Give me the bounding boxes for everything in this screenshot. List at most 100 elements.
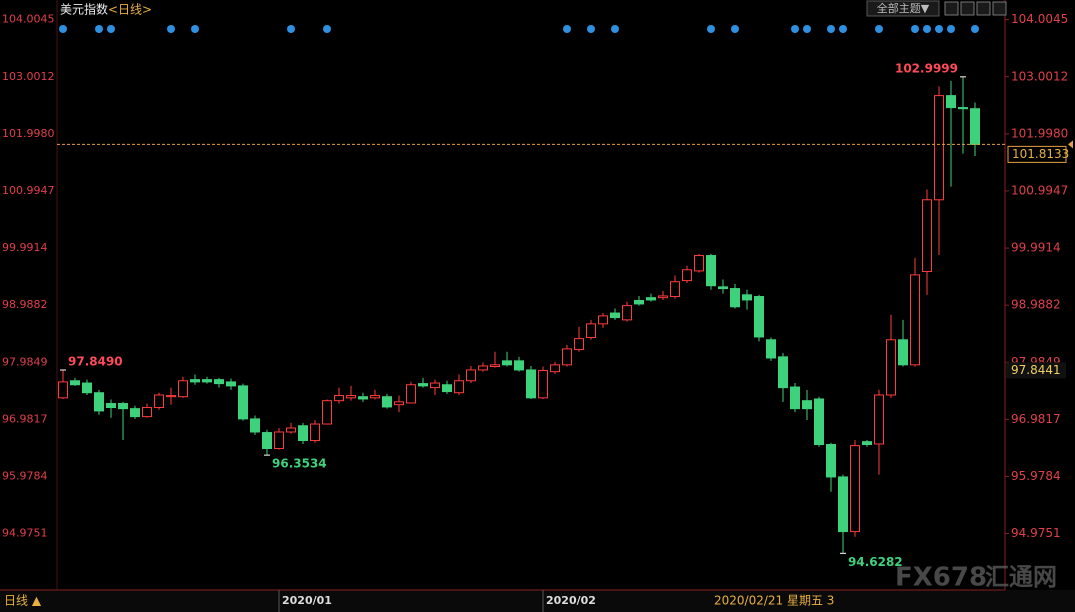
candle-body [778, 356, 788, 389]
event-dot [95, 25, 103, 33]
watermark-brand: FX678 [895, 563, 987, 593]
candle-body [658, 295, 668, 299]
y-tick-label: 104.0045 [1011, 12, 1068, 26]
candle-body [886, 339, 896, 396]
candle-body [874, 394, 884, 445]
period-button[interactable]: 日线 ▲ [4, 594, 42, 608]
candle-body [862, 441, 872, 446]
last-price-label: 101.8133 [1012, 147, 1069, 161]
candle-body [58, 381, 68, 399]
candle-body [406, 384, 416, 404]
y-tick-label: 99.9914 [1011, 241, 1061, 255]
event-dot [611, 25, 619, 33]
event-dot [707, 25, 715, 33]
y-tick-label: 100.9947 [1011, 183, 1068, 197]
candle-body [574, 338, 584, 350]
candle-body [706, 255, 716, 287]
candle-body [346, 395, 356, 399]
candle-body [106, 403, 116, 409]
theme-button-label: 全部主题▼ [877, 1, 930, 15]
candle-body [754, 296, 764, 338]
candle-body [322, 400, 332, 425]
tool-icon[interactable] [992, 1, 1007, 16]
event-dot [971, 25, 979, 33]
high-label: 102.9999 [895, 61, 958, 75]
candle-body [922, 199, 932, 272]
candle-body [490, 364, 500, 368]
candle-body [286, 427, 296, 433]
event-dot [59, 25, 67, 33]
event-dot [875, 25, 883, 33]
candle-body [598, 315, 608, 325]
candle-body [730, 288, 740, 308]
watermark-name: 汇通网 [985, 563, 1057, 591]
event-dot [731, 25, 739, 33]
cursor-price-label: 97.8441 [1011, 363, 1061, 377]
candle-body [538, 370, 548, 399]
candle-body [262, 432, 272, 449]
candle-body [382, 396, 392, 408]
candle-body [82, 382, 92, 394]
candle-body [418, 383, 428, 387]
y-tick-label: 96.9817 [1011, 412, 1061, 426]
tool-icon[interactable] [960, 1, 975, 16]
y-tick-label-left: 100.9947 [2, 184, 55, 197]
y-tick-label-left: 96.9817 [2, 412, 48, 425]
candle-body [478, 365, 488, 371]
event-dot [323, 25, 331, 33]
y-tick-label-left: 97.9849 [2, 355, 48, 368]
event-dot [935, 25, 943, 33]
y-tick-label-left: 99.9914 [2, 241, 48, 254]
y-tick-label-left: 101.9980 [2, 127, 55, 140]
event-dot [803, 25, 811, 33]
y-tick-label: 101.9980 [1011, 126, 1068, 140]
x-tick-label: 2020/01 [282, 594, 332, 607]
candle-body [790, 386, 800, 410]
tool-icon[interactable] [944, 1, 959, 16]
candle-body [694, 255, 704, 272]
event-dot [287, 25, 295, 33]
candle-body [718, 286, 728, 290]
cursor-price-box [1006, 362, 1066, 379]
candle-body [670, 281, 680, 298]
bottom-bar [0, 590, 1075, 612]
candle-body [850, 445, 860, 533]
candle-body [358, 396, 368, 400]
event-dot [791, 25, 799, 33]
low-label: 96.3534 [272, 457, 327, 471]
candle-body [466, 369, 476, 382]
candle-body [430, 382, 440, 389]
theme-button[interactable] [866, 0, 940, 17]
candle-body [238, 385, 248, 420]
candle-body [334, 395, 344, 402]
event-dot [911, 25, 919, 33]
candle-body [226, 381, 236, 387]
candle-body [946, 95, 956, 109]
y-tick-label: 98.9882 [1011, 298, 1061, 312]
candle-body [214, 379, 224, 385]
candle-body [838, 476, 848, 533]
candle-body [130, 408, 140, 418]
event-dot [947, 25, 955, 33]
y-tick-label-left: 94.9751 [2, 527, 48, 540]
event-dot [107, 25, 115, 33]
y-tick-label-left: 104.0045 [2, 13, 55, 26]
candle-body [634, 300, 644, 305]
tool-icon[interactable] [976, 1, 991, 16]
chart-title: 美元指数 [60, 2, 108, 17]
candle-body [682, 269, 692, 282]
y-tick-label-left: 95.9784 [2, 469, 48, 482]
candle-body [310, 423, 320, 442]
event-dot [191, 25, 199, 33]
candle-body [142, 407, 152, 418]
candle-body [610, 312, 620, 319]
y-tick-label: 103.0012 [1011, 69, 1068, 83]
chart-subtitle: <日线> [108, 3, 152, 17]
y-tick-label: 94.9751 [1011, 526, 1061, 540]
event-dot [167, 25, 175, 33]
candle-body [646, 297, 656, 301]
candle-body [502, 360, 512, 366]
candle-body [526, 369, 536, 399]
